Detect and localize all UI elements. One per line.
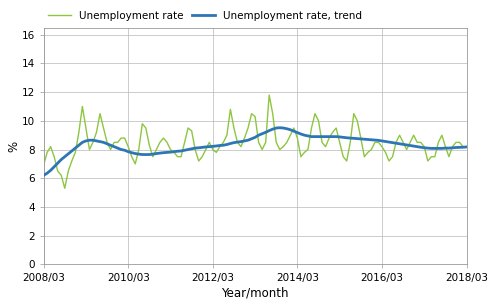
Unemployment rate [87,148,93,151]
Line: Unemployment rate: Unemployment rate [44,95,467,188]
Unemployment rate [443,145,448,148]
Unemployment rate [41,163,47,167]
Unemployment rate [266,93,272,97]
Line: Unemployment rate, trend: Unemployment rate, trend [44,128,467,175]
Unemployment rate [464,145,470,148]
Unemployment rate, trend [41,174,47,177]
Unemployment rate, trend [220,144,226,147]
Unemployment rate, trend [330,135,336,138]
Unemployment rate, trend [139,153,145,156]
Unemployment rate [224,133,230,137]
Unemployment rate [62,186,68,190]
Y-axis label: %: % [7,140,20,151]
Unemployment rate, trend [277,126,283,129]
Unemployment rate [312,112,318,115]
X-axis label: Year/month: Year/month [221,286,289,299]
Unemployment rate, trend [439,147,445,150]
Legend: Unemployment rate, Unemployment rate, trend: Unemployment rate, Unemployment rate, tr… [44,7,366,25]
Unemployment rate, trend [83,139,89,143]
Unemployment rate [333,126,339,130]
Unemployment rate, trend [464,145,470,149]
Unemployment rate [143,126,149,130]
Unemployment rate, trend [308,135,314,138]
